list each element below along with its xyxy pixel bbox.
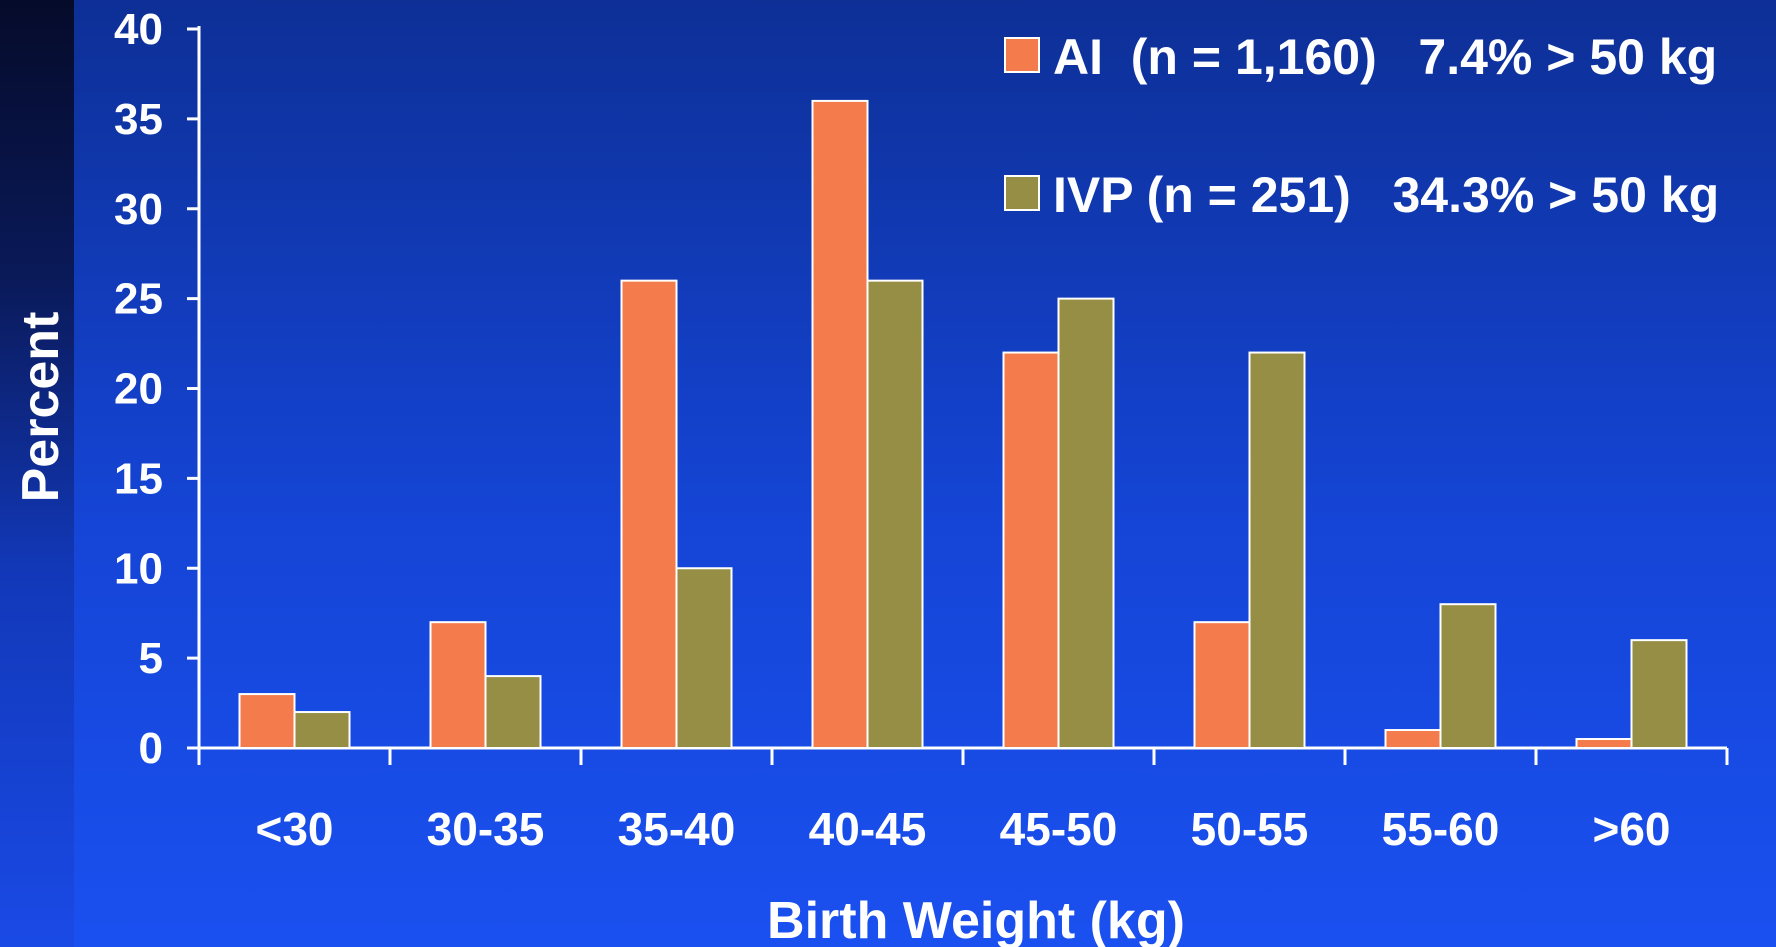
legend-swatch-ai (1004, 37, 1040, 73)
y-tick-label: 40 (114, 5, 163, 54)
y-tick-label: 20 (114, 365, 163, 414)
legend-swatch-ivp (1004, 175, 1040, 211)
x-axis-ticks: <30 30-35 35-40 40-45 45-50 50-55 55-60 >60 (197, 748, 1729, 855)
y-axis-title: Percent (12, 312, 70, 503)
bar-ivp-0 (293, 711, 351, 749)
bar-ivp-6 (1439, 603, 1497, 750)
y-tick-label: 15 (114, 454, 163, 503)
bar-ai-4 (1002, 351, 1060, 749)
y-tick-label: 25 (114, 275, 163, 324)
bar-series-group (238, 99, 1688, 750)
bar-ai-7 (1575, 738, 1633, 750)
x-axis-title: Birth Weight (kg) (767, 892, 1185, 947)
bar-ivp-5 (1248, 351, 1306, 749)
bar-ivp-4 (1057, 297, 1115, 749)
x-tick-label: 45-50 (1000, 803, 1118, 855)
y-axis-ticks: 0 5 10 15 20 25 30 35 40 (114, 5, 199, 773)
bar-ai-5 (1193, 621, 1251, 749)
legend-label-ivp: IVP (n = 251) 34.3% > 50 kg (1053, 167, 1719, 223)
bar-ivp-3 (866, 279, 924, 749)
x-tick-label: 30-35 (427, 803, 545, 855)
bar-ivp-1 (484, 675, 542, 749)
bar-ai-0 (238, 693, 296, 750)
y-tick-label: 5 (139, 634, 163, 683)
bar-ai-1 (429, 621, 487, 749)
bar-ai-6 (1384, 729, 1442, 750)
chart-axes (197, 26, 1727, 750)
y-tick-label: 0 (139, 724, 163, 773)
x-tick-label: 55-60 (1382, 803, 1500, 855)
bar-ai-3 (811, 99, 869, 749)
y-tick-label: 35 (114, 95, 163, 144)
chart-legend: AI (n = 1,160) 7.4% > 50 kg IVP (n = 251)… (1004, 29, 1719, 223)
bar-ai-2 (620, 279, 678, 749)
x-tick-label: >60 (1592, 803, 1670, 855)
background-left-band (0, 0, 74, 947)
x-tick-label: 35-40 (618, 803, 736, 855)
y-tick-label: 30 (114, 185, 163, 234)
x-tick-label: 40-45 (809, 803, 927, 855)
x-tick-label: <30 (255, 803, 333, 855)
legend-label-ai: AI (n = 1,160) 7.4% > 50 kg (1053, 29, 1717, 85)
bar-ivp-2 (675, 567, 733, 749)
bar-ivp-7 (1630, 639, 1688, 750)
y-tick-label: 10 (114, 544, 163, 593)
x-tick-label: 50-55 (1191, 803, 1309, 855)
